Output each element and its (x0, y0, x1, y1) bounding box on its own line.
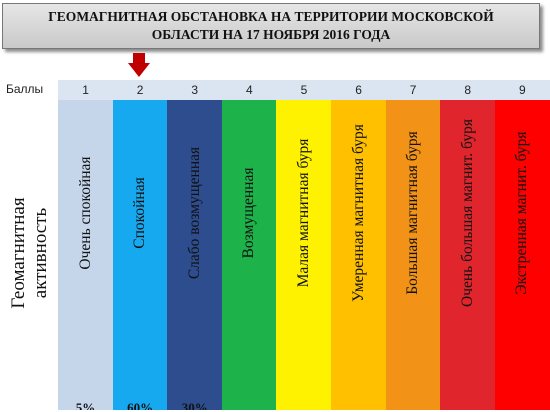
level-percent-cell (494, 326, 550, 410)
level-label: Большая магнитная буря (404, 131, 422, 295)
level-label: Экстренная магнит. буря (513, 131, 531, 295)
level-score: 3 (167, 80, 223, 100)
level-label: Малая магнитная буря (294, 138, 312, 288)
level-description-cell: Экстренная магнит. буря (494, 100, 550, 327)
level-column-9: 9 Экстренная магнит. буря (494, 80, 550, 410)
level-column-2: 2 Спокойная 60% (112, 80, 168, 410)
level-percent: 5% (75, 400, 96, 410)
level-column-4: 4 Возмущенная (221, 80, 277, 410)
row-label: Геомагнитная активность (2, 100, 58, 405)
level-column-6: 6 Умеренная магнитная буря (331, 80, 387, 410)
level-description-cell: Малая магнитная буря (276, 100, 332, 327)
level-column-5: 5 Малая магнитная буря (276, 80, 332, 410)
level-description-cell: Большая магнитная буря (385, 100, 441, 327)
level-label: Очень большая магнит. буря (458, 119, 476, 307)
level-percent-cell (221, 326, 277, 410)
current-level-arrow-icon (128, 53, 150, 77)
level-percent-cell: 30% (167, 326, 223, 410)
level-percent-cell (331, 326, 387, 410)
level-score: 2 (112, 80, 168, 100)
row-label-text: Геомагнитная активность (8, 196, 51, 309)
level-percent: 30% (181, 400, 208, 410)
title-line-2: ОБЛАСТИ НА 17 НОЯБРЯ 2016 ГОДА (151, 27, 391, 42)
level-description-cell: Возмущенная (221, 100, 277, 327)
level-percent-cell: 60% (112, 326, 168, 410)
level-percent-cell (440, 326, 496, 410)
level-score: 7 (385, 80, 441, 100)
level-percent-cell (276, 326, 332, 410)
level-score: 8 (440, 80, 496, 100)
level-column-3: 3 Слабо возмущенная 30% (167, 80, 223, 410)
scale-label: Баллы (6, 82, 44, 96)
level-score: 4 (221, 80, 277, 100)
level-percent-cell: 5% (58, 326, 114, 410)
level-percent: 60% (127, 400, 154, 410)
level-description-cell: Слабо возмущенная (167, 100, 223, 327)
level-description-cell: Спокойная (112, 100, 168, 327)
level-label: Очень спокойная (76, 156, 94, 270)
level-column-8: 8 Очень большая магнит. буря (440, 80, 496, 410)
level-label: Слабо возмущенная (185, 146, 203, 280)
level-percent-cell (385, 326, 441, 410)
level-description-cell: Очень спокойная (58, 100, 114, 327)
level-description-cell: Очень большая магнит. буря (440, 100, 496, 327)
level-score: 6 (331, 80, 387, 100)
level-column-7: 7 Большая магнитная буря (385, 80, 441, 410)
title-box: ГЕОМАГНИТНАЯ ОБСТАНОВКА НА ТЕРРИТОРИИ МО… (2, 3, 540, 49)
level-label: Возмущенная (240, 167, 258, 259)
level-score: 5 (276, 80, 332, 100)
title-line-1: ГЕОМАГНИТНАЯ ОБСТАНОВКА НА ТЕРРИТОРИИ МО… (48, 9, 494, 24)
level-label: Спокойная (131, 177, 149, 249)
level-label: Умеренная магнитная буря (349, 124, 367, 302)
level-description-cell: Умеренная магнитная буря (331, 100, 387, 327)
level-score: 1 (58, 80, 114, 100)
level-score: 9 (494, 80, 550, 100)
level-column-1: 1 Очень спокойная 5% (58, 80, 114, 410)
